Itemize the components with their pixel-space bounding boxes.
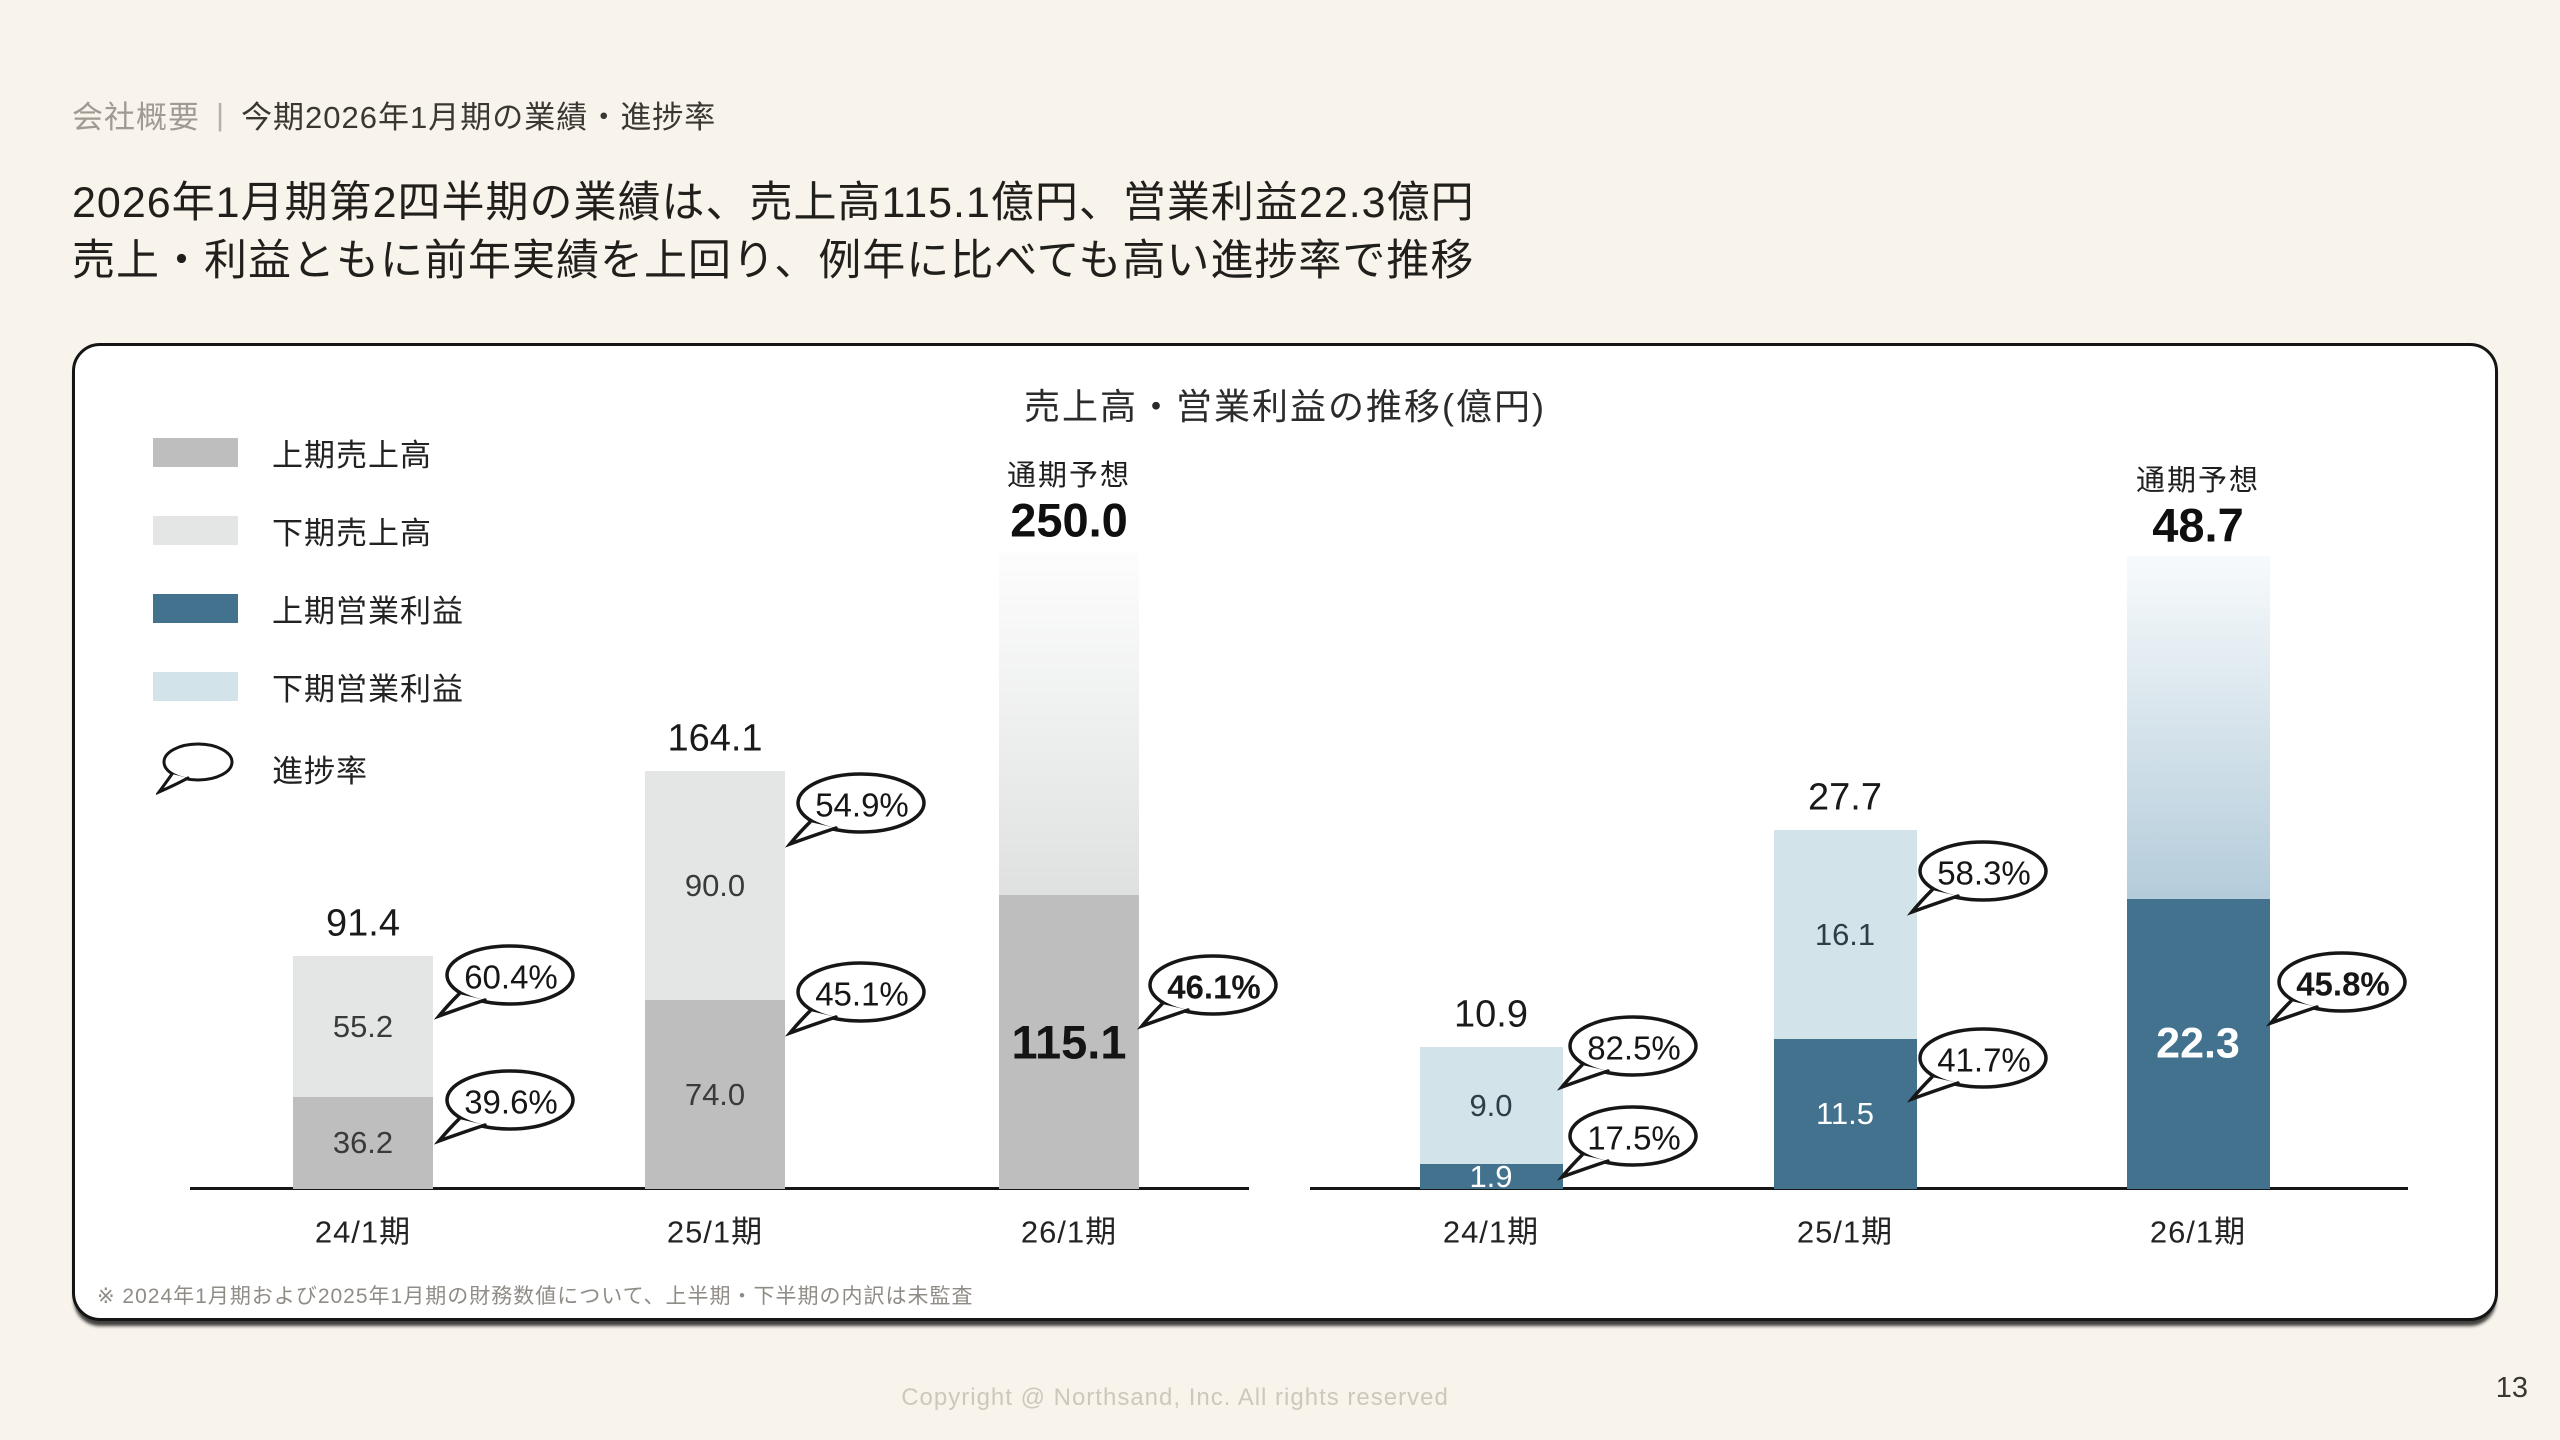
total-value: 164.1	[667, 717, 763, 760]
forecast-value: 48.7	[2152, 498, 2244, 552]
legend-item-h2-profit: 下期営業利益	[153, 658, 464, 714]
headline: 2026年1月期第2四半期の業績は、売上高115.1億円、営業利益22.3億円 …	[72, 174, 1475, 290]
chart-title: 売上高・営業利益の推移(億円)	[1024, 386, 1546, 427]
eyebrow-separator: |	[216, 96, 226, 132]
progress-bubble: 46.1%	[1136, 949, 1289, 1035]
total-value: 27.7	[1808, 776, 1882, 819]
legend-label: 上期営業利益	[272, 593, 464, 629]
h1-profit-swatch	[153, 593, 238, 623]
segment-value: 36.2	[332, 1125, 394, 1160]
x-axis-label: 24/1期	[314, 1214, 412, 1250]
svg-text:39.6%: 39.6%	[464, 1084, 558, 1121]
bar-segment-upper	[1419, 1047, 1563, 1164]
svg-text:82.5%: 82.5%	[1587, 1030, 1681, 1067]
eyebrow: 会社概要	[72, 100, 200, 135]
segment-value: 115.1	[1011, 1015, 1127, 1069]
legend-item-h1-revenue: 上期売上高	[153, 424, 432, 480]
segment-value: 22.3	[2156, 1019, 2240, 1068]
x-axis-label: 26/1期	[2149, 1214, 2247, 1250]
x-axis-label: 24/1期	[1442, 1214, 1540, 1250]
x-axis-label: 25/1期	[666, 1214, 764, 1250]
progress-bubble: 17.5%	[1556, 1100, 1709, 1186]
segment-value: 74.0	[684, 1076, 746, 1112]
bar-segment-lower	[293, 1097, 433, 1189]
legend-item-h1-profit: 上期営業利益	[153, 580, 464, 636]
progress-bubble: 60.4%	[433, 939, 586, 1025]
section-title: 今期2026年1月期の業績・進捗率	[241, 100, 717, 135]
h1-revenue-swatch	[153, 437, 238, 467]
forecast-value: 250.0	[1010, 493, 1128, 547]
headline-line-1: 2026年1月期第2四半期の業績は、売上高115.1億円、営業利益22.3億円	[72, 179, 1475, 227]
plot-area: 36.2 55.2 91.4 24/1期 39.6% 60.4% 74.0 90.0 164.1…	[75, 346, 2489, 1312]
bar-segment-upper	[293, 956, 433, 1097]
segment-value: 16.1	[1814, 916, 1876, 952]
svg-text:60.4%: 60.4%	[464, 959, 558, 996]
page-header: 会社概要 | 今期2026年1月期の業績・進捗率	[72, 92, 716, 137]
segment-value: 9.0	[1469, 1087, 1513, 1123]
bar-segment-upper	[645, 771, 785, 1000]
bar-segment-lower	[999, 895, 1139, 1189]
legend-item-progress: 進捗率	[153, 740, 368, 796]
progress-bubble: 82.5%	[1556, 1010, 1709, 1096]
legend-item-h2-revenue: 下期売上高	[153, 502, 432, 558]
segment-value: 55.2	[332, 1008, 394, 1044]
legend-label: 上期売上高	[272, 437, 432, 473]
x-axis-label: 26/1期	[1020, 1214, 1118, 1250]
x-axis-label: 25/1期	[1796, 1214, 1894, 1250]
bar-segment-upper	[999, 551, 1139, 895]
svg-text:45.1%: 45.1%	[815, 976, 909, 1013]
svg-text:41.7%: 41.7%	[1937, 1042, 2031, 1079]
forecast-caption: 通期予想	[1006, 460, 1132, 492]
progress-bubble: 45.1%	[784, 956, 937, 1042]
chart-panel: 売上高・営業利益の推移(億円) 上期売上高 下期売上高 上期営業利益 下期営業利…	[72, 343, 2498, 1321]
legend-label: 下期売上高	[272, 515, 432, 551]
speech-bubble-icon	[153, 741, 238, 795]
segment-value: 1.9	[1469, 1158, 1513, 1194]
svg-text:58.3%: 58.3%	[1937, 855, 2031, 892]
segment-value: 90.0	[684, 867, 746, 903]
copyright: Copyright @ Northsand, Inc. All rights r…	[901, 1384, 1449, 1411]
legend-label: 下期営業利益	[272, 671, 464, 707]
progress-bubble: 39.6%	[433, 1064, 586, 1150]
progress-bubble: 45.8%	[2265, 946, 2418, 1032]
bar-segment-lower	[2126, 899, 2270, 1189]
headline-line-2: 売上・利益ともに前年実績を上回り、例年に比べても高い進捗率で推移	[72, 237, 1475, 285]
progress-bubble: 54.9%	[784, 767, 937, 853]
bar-segment-lower	[1419, 1164, 1563, 1189]
total-value: 91.4	[326, 902, 400, 945]
h2-profit-swatch	[153, 671, 238, 701]
progress-bubble: 58.3%	[1906, 835, 2059, 921]
forecast-caption: 通期予想	[2135, 465, 2261, 497]
bar-segment-lower	[645, 1000, 785, 1189]
svg-text:17.5%: 17.5%	[1587, 1120, 1681, 1157]
page-number: 13	[2495, 1372, 2528, 1404]
bar-segment-upper	[1773, 830, 1917, 1039]
total-value: 10.9	[1454, 993, 1528, 1036]
svg-text:45.8%: 45.8%	[2296, 966, 2390, 1003]
segment-value: 11.5	[1815, 1096, 1875, 1131]
footnote: ※ 2024年1月期および2025年1月期の財務数値について、上半期・下半期の内…	[97, 1285, 974, 1308]
bar-segment-upper	[2126, 556, 2270, 899]
svg-text:46.1%: 46.1%	[1167, 969, 1261, 1006]
progress-bubble: 41.7%	[1906, 1022, 2059, 1108]
svg-text:54.9%: 54.9%	[815, 787, 909, 824]
h2-revenue-swatch	[153, 515, 238, 545]
bar-segment-lower	[1773, 1039, 1917, 1189]
legend-label: 進捗率	[272, 753, 368, 789]
